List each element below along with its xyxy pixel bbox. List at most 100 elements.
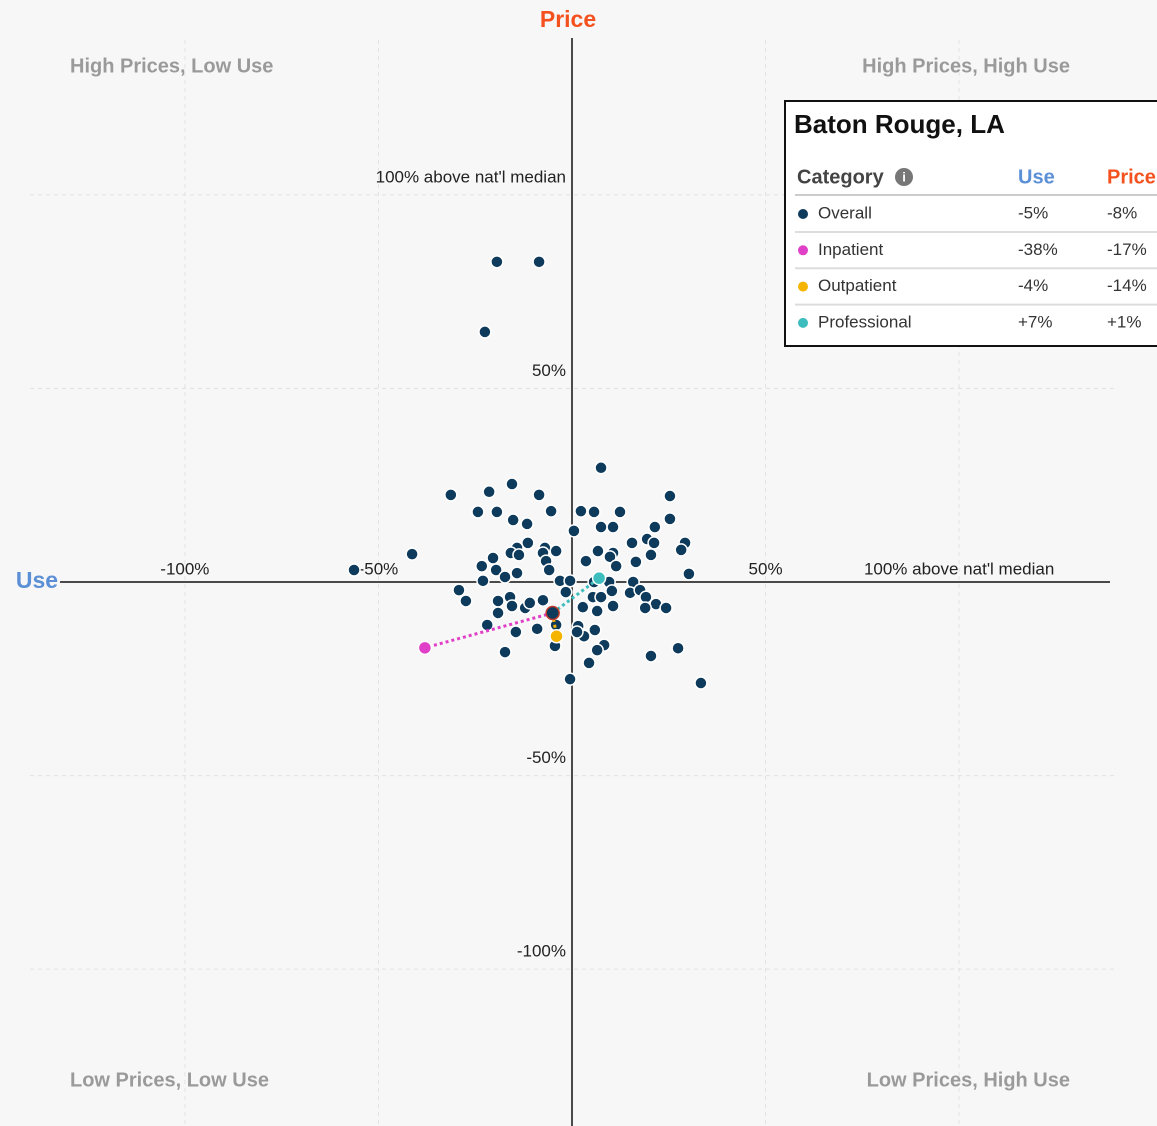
- point: [491, 606, 505, 620]
- point: [674, 543, 688, 557]
- point: [625, 536, 639, 550]
- legend-label: Outpatient: [818, 276, 897, 295]
- point: [579, 554, 593, 568]
- point: [544, 504, 558, 518]
- point: [563, 574, 577, 588]
- point: [444, 488, 458, 502]
- connector: [551, 576, 600, 615]
- price-cell: -17%: [1107, 240, 1147, 259]
- point: [606, 520, 620, 534]
- point: [638, 601, 652, 615]
- x-axis-title: Use: [16, 567, 58, 593]
- quadrant-label: Low Prices, High Use: [867, 1069, 1070, 1091]
- point: [587, 505, 601, 519]
- price-cell: -8%: [1107, 203, 1137, 222]
- point: [590, 643, 604, 657]
- quadrant-label: High Prices, Low Use: [70, 55, 273, 77]
- point: [574, 504, 588, 518]
- highlight-point: [417, 640, 433, 656]
- point: [588, 623, 602, 637]
- point: [498, 645, 512, 659]
- point: [498, 570, 512, 584]
- point: [530, 622, 544, 636]
- point: [576, 600, 590, 614]
- point: [542, 563, 556, 577]
- point: [659, 601, 673, 615]
- y-tick-label: 100% above nat'l median: [376, 167, 566, 186]
- point: [682, 567, 696, 581]
- legend-label: Inpatient: [818, 240, 883, 259]
- point: [582, 656, 596, 670]
- x-tick-label: 100% above nat'l median: [864, 559, 1054, 578]
- point: [532, 255, 546, 269]
- point: [613, 505, 627, 519]
- point: [594, 520, 608, 534]
- highlight-point: [549, 628, 564, 644]
- point: [478, 325, 492, 339]
- x-tick-label: -100%: [160, 559, 209, 578]
- point: [475, 559, 489, 573]
- point: [590, 604, 604, 618]
- point: [549, 544, 563, 558]
- legend-label: Professional: [818, 312, 912, 331]
- point: [563, 672, 577, 686]
- point: [521, 536, 535, 550]
- legend-swatch: [798, 281, 808, 292]
- point: [644, 649, 658, 663]
- price-cell: +1%: [1107, 312, 1142, 331]
- legend-swatch: [798, 317, 808, 328]
- point: [520, 517, 534, 531]
- point: [347, 563, 361, 577]
- point: [694, 676, 708, 690]
- point: [594, 461, 608, 475]
- point: [505, 599, 519, 613]
- legend-swatch: [798, 245, 808, 256]
- point: [605, 584, 619, 598]
- x-tick-label: -50%: [359, 559, 399, 578]
- ticks: -100% -50% 50% 100% above nat'l median 100% …: [160, 167, 1054, 960]
- point: [570, 625, 584, 639]
- point: [491, 594, 505, 608]
- y-tick-label: 50%: [532, 361, 566, 380]
- point: [476, 574, 490, 588]
- legend-label: Overall: [818, 203, 872, 222]
- use-cell: -5%: [1018, 203, 1048, 222]
- point: [594, 590, 608, 604]
- point: [567, 524, 581, 538]
- highlight-point: [545, 605, 560, 621]
- point: [506, 513, 520, 527]
- price-cell: -14%: [1107, 276, 1147, 295]
- column-header: Use: [1018, 166, 1055, 188]
- point: [480, 618, 494, 632]
- point: [452, 583, 466, 597]
- y-axis-title: Price: [540, 6, 596, 32]
- point: [629, 555, 643, 569]
- point: [490, 505, 504, 519]
- y-tick-label: -100%: [517, 942, 566, 961]
- point: [671, 641, 685, 655]
- point: [459, 594, 473, 608]
- point: [505, 477, 519, 491]
- points: [347, 255, 708, 690]
- point: [648, 520, 662, 534]
- info-icon-glyph: i: [902, 169, 906, 184]
- highlight-point: [591, 570, 607, 586]
- table-title: Baton Rouge, LA: [794, 109, 1005, 139]
- point: [405, 547, 419, 561]
- point: [559, 585, 573, 599]
- point: [647, 536, 661, 550]
- point: [482, 485, 496, 499]
- quadrant-label: High Prices, High Use: [862, 55, 1070, 77]
- point: [609, 559, 623, 573]
- use-cell: +7%: [1018, 312, 1053, 331]
- point: [471, 505, 485, 519]
- point: [663, 489, 677, 503]
- x-tick-label: 50%: [749, 559, 783, 578]
- y-tick-label: -50%: [526, 748, 566, 767]
- summary-table: Baton Rouge, LA Category i Use Price Ove…: [784, 100, 1157, 347]
- info-icon[interactable]: [895, 168, 913, 186]
- connector: [424, 611, 554, 650]
- use-cell: -38%: [1018, 240, 1058, 259]
- point: [532, 488, 546, 502]
